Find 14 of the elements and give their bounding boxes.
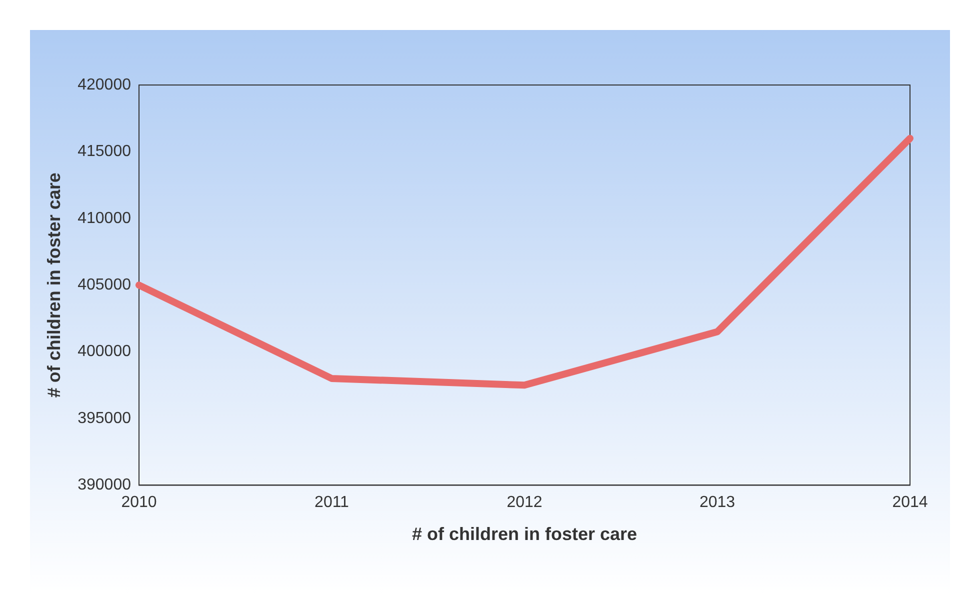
y-tick-label: 410000 (78, 210, 132, 227)
y-tick-label: 400000 (78, 343, 132, 360)
x-tick-label: 2012 (506, 494, 542, 512)
x-tick-label: 2014 (892, 494, 928, 512)
x-axis-title: # of children in foster care (412, 524, 638, 544)
y-tick-label: 415000 (78, 143, 132, 160)
x-tick-label: 2013 (699, 494, 736, 512)
y-axis-title: # of children in foster care (44, 172, 64, 398)
y-tick-label: 390000 (78, 476, 132, 494)
y-tick-label: 405000 (78, 276, 132, 294)
x-tick-label: 2010 (121, 494, 157, 512)
y-tick-label: 395000 (78, 410, 132, 427)
x-tick-label: 2011 (314, 494, 350, 512)
y-tick-label: 420000 (78, 76, 132, 94)
